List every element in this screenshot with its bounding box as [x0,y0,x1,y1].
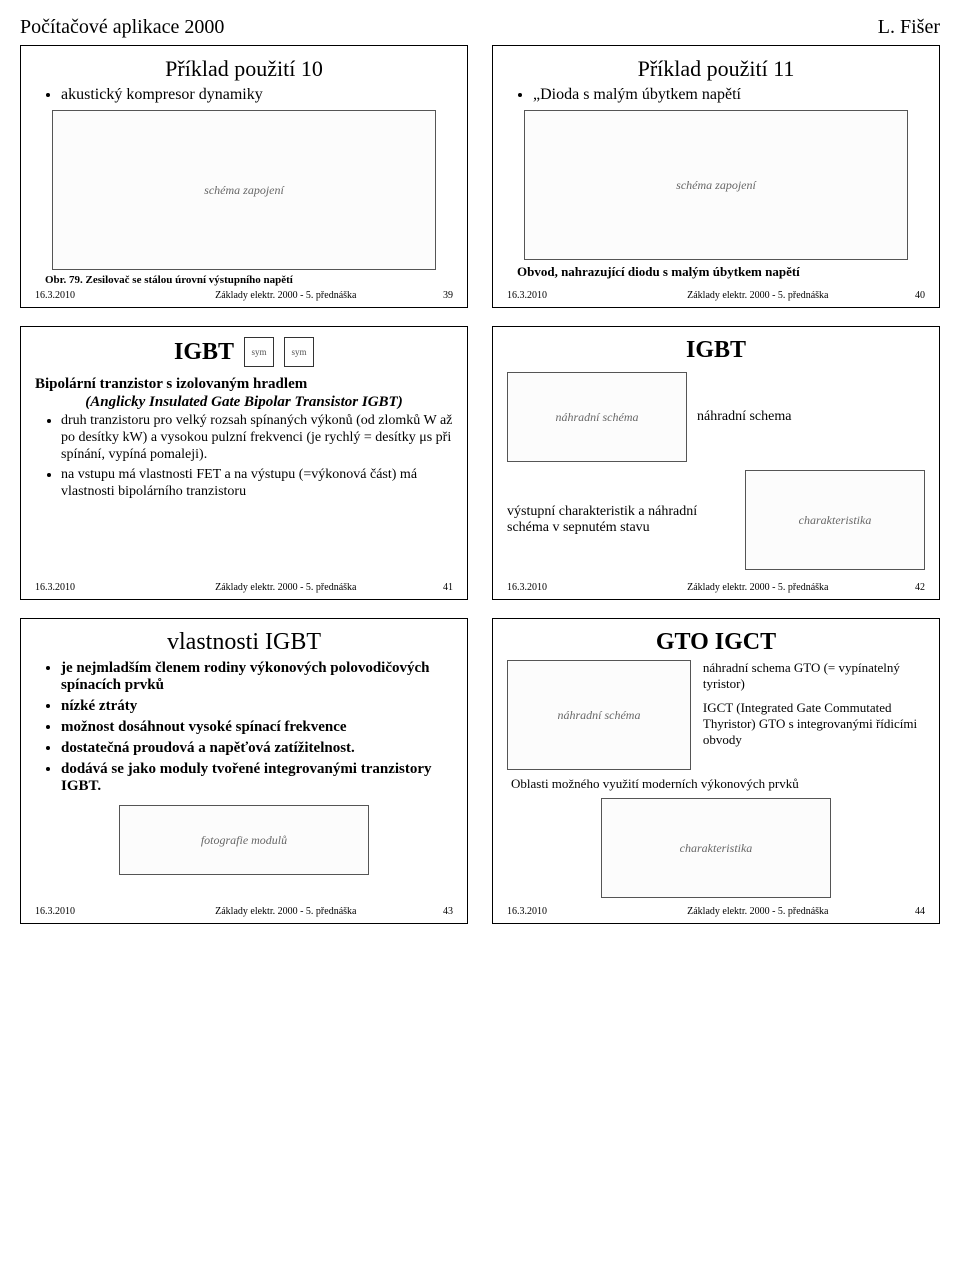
gto-text: náhradní schema GTO (= vypínatelný tyris… [703,660,925,748]
footer-page: 44 [883,906,925,917]
footer-page: 39 [411,290,453,301]
heading-line-en: (Anglicky Insulated Gate Bipolar Transis… [35,393,453,411]
title-text: vlastnosti IGBT [167,629,321,655]
slide-43: vlastnosti IGBT je nejmladším členem rod… [20,618,468,924]
usage-caption: Oblasti možného využití moderních výkono… [511,776,925,792]
slide-title: Příklad použití 11 [507,56,925,82]
slide-footer: 16.3.2010 Základy elektr. 2000 - 5. před… [35,290,453,301]
footer-page: 42 [883,582,925,593]
equivalent-circuit-diagram: náhradní schéma [507,372,687,462]
header-right: L. Fišer [878,16,940,39]
bullet: druh tranzistoru pro velký rozsah spínan… [61,413,453,463]
footer-source: Základy elektr. 2000 - 5. přednáška [160,290,411,301]
header-left: Počítačové aplikace 2000 [20,16,224,39]
footer-date: 16.3.2010 [35,906,160,917]
slide-44: GTO IGCT náhradní schéma náhradní schema… [492,618,940,924]
subheading: Bipolární tranzistor s izolovaným hradle… [35,375,453,501]
igbt-symbol-icon: sym [284,337,314,367]
footer-source: Základy elektr. 2000 - 5. přednáška [160,582,411,593]
heading-line: Bipolární tranzistor s izolovaným hradle… [35,375,453,393]
circuit-diagram: schéma zapojení [52,110,437,270]
slide-title: Příklad použití 10 [35,56,453,82]
footer-source: Základy elektr. 2000 - 5. přednáška [632,906,883,917]
diagram-caption: Obvod, nahrazující diodu s malým úbytkem… [517,264,925,280]
footer-source: Základy elektr. 2000 - 5. přednáška [632,290,883,301]
gto-text-line: náhradní schema GTO (= vypínatelný tyris… [703,660,925,692]
footer-source: Základy elektr. 2000 - 5. přednáška [160,906,411,917]
slide-40: Příklad použití 11 „Dioda s malým úbytke… [492,45,940,308]
slide-title: IGBT [174,339,234,366]
bullet: možnost dosáhnout vysoké spínací frekven… [61,719,453,736]
footer-page: 41 [411,582,453,593]
page-header: Počítačové aplikace 2000 L. Fišer [20,16,940,39]
circuit-diagram: schéma zapojení [524,110,909,260]
slide-footer: 16.3.2010 Základy elektr. 2000 - 5. před… [507,906,925,917]
footer-date: 16.3.2010 [507,290,632,301]
label-schema: náhradní schema [697,409,925,425]
slide-title: IGBT [507,337,925,364]
footer-page: 43 [411,906,453,917]
slide-footer: 16.3.2010 Základy elektr. 2000 - 5. před… [35,582,453,593]
bullet: akustický kompresor dynamiky [61,86,453,104]
bullet: na vstupu má vlastnosti FET a na výstupu… [61,467,453,501]
footer-date: 16.3.2010 [507,906,632,917]
diagram-caption: Obr. 79. Zesilovač se stálou úrovní výst… [45,274,453,286]
output-characteristic-diagram: charakteristika [745,470,925,570]
slide-42: IGBT náhradní schéma náhradní schema výs… [492,326,940,600]
slide-title: GTO IGCT [507,629,925,656]
usage-graph: charakteristika [601,798,831,898]
footer-page: 40 [883,290,925,301]
bullet: je nejmladším členem rodiny výkonových p… [61,660,453,694]
bullet: dostatečná proudová a napěťová zatížitel… [61,740,453,757]
bullet: dodává se jako moduly tvořené integrovan… [61,761,453,795]
slide-footer: 16.3.2010 Základy elektr. 2000 - 5. před… [507,582,925,593]
slide-41: IGBT sym sym Bipolární tranzistor s izol… [20,326,468,600]
bullet: nízké ztráty [61,698,453,715]
bullet: „Dioda s malým úbytkem napětí [533,86,925,104]
slide-title: vlastnosti IGBT [35,629,453,656]
slide-footer: 16.3.2010 Základy elektr. 2000 - 5. před… [507,290,925,301]
igbt-symbol-icon: sym [244,337,274,367]
module-photo: fotografie modulů [119,805,370,875]
footer-date: 16.3.2010 [35,582,160,593]
gto-schematic: náhradní schéma [507,660,691,770]
gto-text-line: IGCT (Integrated Gate Commutated Thyrist… [703,700,925,748]
slide-39: Příklad použití 10 akustický kompresor d… [20,45,468,308]
label-characteristic: výstupní charakteristik a náhradní schém… [507,504,735,536]
footer-date: 16.3.2010 [507,582,632,593]
footer-date: 16.3.2010 [35,290,160,301]
footer-source: Základy elektr. 2000 - 5. přednáška [632,582,883,593]
slide-footer: 16.3.2010 Základy elektr. 2000 - 5. před… [35,906,453,917]
